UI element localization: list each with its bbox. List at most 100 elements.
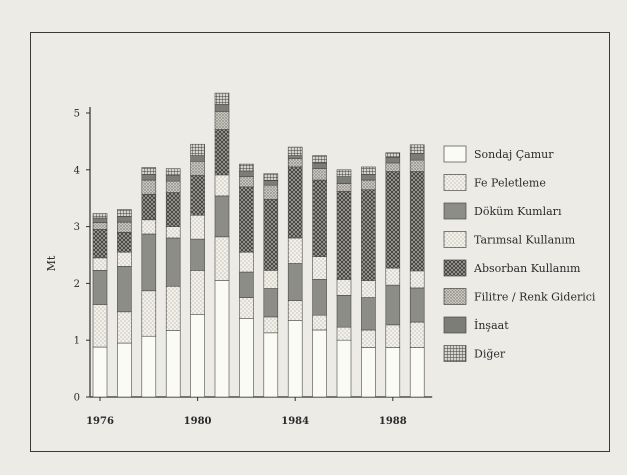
bar-segment-fe-peletleme-1988 (385, 324, 401, 348)
bar-segment-sondaj-camur-1982 (239, 318, 254, 398)
bar-segment-sondaj-camur-1978 (141, 335, 157, 398)
bar-segment-insaat-1983 (263, 180, 279, 186)
bar-segment-filitre-renk-giderici-1984 (287, 158, 303, 168)
bar-segment-dokum-kumlari-1978 (141, 233, 157, 292)
bar-segment-fe-peletleme-1982 (239, 297, 254, 319)
bar-segment-sondaj-camur-1977 (117, 342, 132, 398)
bar-segment-dokum-kumlari-1988 (385, 284, 401, 326)
bar-segment-diger-1982 (239, 163, 254, 172)
bar-segment-dokum-kumlari-1985 (312, 279, 327, 316)
bar-segment-filitre-renk-giderici-1982 (239, 176, 254, 188)
legend-label-tarimsal-kullanim: Tarımsal Kullanım (474, 234, 576, 247)
bar-segment-tarimsal-kullanim-1985 (312, 256, 327, 280)
bar-segment-dokum-kumlari-1980 (190, 238, 205, 271)
bar-segment-absorban-kullanim-1989 (409, 171, 425, 272)
bar-segment-diger-1983 (263, 173, 279, 181)
bar-segment-tarimsal-kullanim-1982 (239, 251, 254, 273)
bar-segment-tarimsal-kullanim-1978 (141, 219, 157, 235)
bar-segment-filitre-renk-giderici-1981 (214, 110, 230, 130)
bar-segment-diger-1985 (312, 155, 327, 164)
bar-segment-sondaj-camur-1983 (263, 332, 279, 398)
legend-label-dokum-kumlari: Döküm Kumları (474, 205, 562, 218)
bar-segment-insaat-1989 (409, 153, 425, 161)
y-tick-label: 3 (74, 222, 80, 233)
bar-segment-fe-peletleme-1983 (263, 316, 279, 334)
bar-segment-insaat-1985 (312, 162, 327, 169)
bar-segment-tarimsal-kullanim-1981 (214, 174, 230, 197)
bar-segment-dokum-kumlari-1987 (361, 297, 376, 331)
bar-segment-insaat-1981 (214, 104, 230, 112)
bar-segment-absorban-kullanim-1986 (336, 191, 352, 280)
bar-segment-insaat-1986 (336, 176, 352, 184)
legend-swatch-sondaj-camur (443, 145, 467, 163)
legend-label-insaat: İnşaat (474, 318, 509, 332)
bar-segment-filitre-renk-giderici-1988 (385, 162, 401, 172)
y-tick-label: 1 (74, 336, 80, 347)
bar-segment-absorban-kullanim-1980 (190, 175, 205, 216)
legend-label-fe-peletleme: Fe Peletleme (474, 177, 546, 190)
legend: Sondaj Çamur Fe Peletleme Döküm Kumları Tar… (443, 145, 596, 362)
bar-segment-filitre-renk-giderici-1976 (92, 222, 108, 230)
legend-swatch-filitre-renk-giderici (443, 288, 467, 305)
bar-segment-filitre-renk-giderici-1985 (312, 168, 327, 181)
bar-segment-filitre-renk-giderici-1977 (117, 221, 132, 233)
bar-segment-tarimsal-kullanim-1986 (336, 279, 352, 296)
bar-segment-sondaj-camur-1976 (92, 346, 108, 398)
legend-swatch-insaat (443, 316, 467, 334)
y-axis-title: Mt (45, 255, 58, 271)
bar-segment-dokum-kumlari-1984 (287, 263, 303, 301)
bar-segment-sondaj-camur-1981 (214, 280, 230, 398)
bar-segment-fe-peletleme-1989 (409, 321, 425, 348)
bar-segment-fe-peletleme-1980 (190, 270, 205, 315)
bar-segment-insaat-1976 (92, 217, 108, 223)
bar-segment-insaat-1977 (117, 216, 132, 223)
bar-segment-filitre-renk-giderici-1989 (409, 159, 425, 172)
bar-segment-fe-peletleme-1986 (336, 326, 352, 341)
bar-segment-diger-1981 (214, 92, 230, 105)
bar-segment-diger-1978 (141, 167, 157, 175)
legend-swatch-tarimsal-kullanim (443, 231, 467, 248)
bar-segment-fe-peletleme-1981 (214, 236, 230, 281)
bar-segment-diger-1976 (92, 213, 108, 219)
bar-segment-tarimsal-kullanim-1976 (92, 257, 108, 271)
x-tick-label: 1980 (184, 416, 212, 427)
y-tick-label: 0 (74, 393, 80, 404)
bar-segment-absorban-kullanim-1979 (165, 192, 181, 227)
bar-segment-absorban-kullanim-1983 (263, 199, 279, 271)
bar-segment-tarimsal-kullanim-1984 (287, 237, 303, 264)
bar-segment-sondaj-camur-1989 (409, 347, 425, 398)
bar-segment-insaat-1978 (141, 174, 157, 181)
chart-frame (30, 32, 610, 452)
bar-segment-filitre-renk-giderici-1978 (141, 179, 157, 195)
bar-segment-sondaj-camur-1988 (385, 347, 401, 398)
bars (92, 92, 425, 398)
bar-segment-tarimsal-kullanim-1987 (361, 280, 376, 298)
y-tick-label: 5 (74, 109, 80, 120)
bar-segment-diger-1987 (361, 166, 376, 175)
bar-segment-diger-1979 (165, 168, 181, 176)
bar-segment-absorban-kullanim-1988 (385, 171, 401, 269)
bar-segment-fe-peletleme-1984 (287, 300, 303, 321)
bar-segment-dokum-kumlari-1976 (92, 270, 108, 305)
bar-segment-absorban-kullanim-1982 (239, 186, 254, 253)
bar-segment-sondaj-camur-1984 (287, 320, 303, 398)
bar-segment-fe-peletleme-1977 (117, 311, 132, 344)
bar-segment-tarimsal-kullanim-1979 (165, 226, 181, 239)
legend-swatch-diger (443, 345, 467, 362)
bar-segment-insaat-1980 (190, 155, 205, 162)
bar-segment-tarimsal-kullanim-1983 (263, 270, 279, 289)
bar-segment-absorban-kullanim-1985 (312, 179, 327, 258)
bar-segment-tarimsal-kullanim-1980 (190, 214, 205, 240)
bar-segment-diger-1989 (409, 144, 425, 154)
bar-segment-absorban-kullanim-1976 (92, 229, 108, 259)
bar-segment-tarimsal-kullanim-1989 (409, 270, 425, 289)
bar-segment-fe-peletleme-1987 (361, 329, 376, 348)
bar-segment-diger-1984 (287, 146, 303, 156)
y-tick-label: 2 (74, 279, 80, 290)
bar-segment-fe-peletleme-1979 (165, 285, 181, 331)
bar-segment-sondaj-camur-1979 (165, 330, 181, 398)
legend-label-sondaj-camur: Sondaj Çamur (474, 148, 554, 161)
bar-segment-fe-peletleme-1985 (312, 314, 327, 331)
legend-label-diger: Diğer (474, 348, 506, 361)
